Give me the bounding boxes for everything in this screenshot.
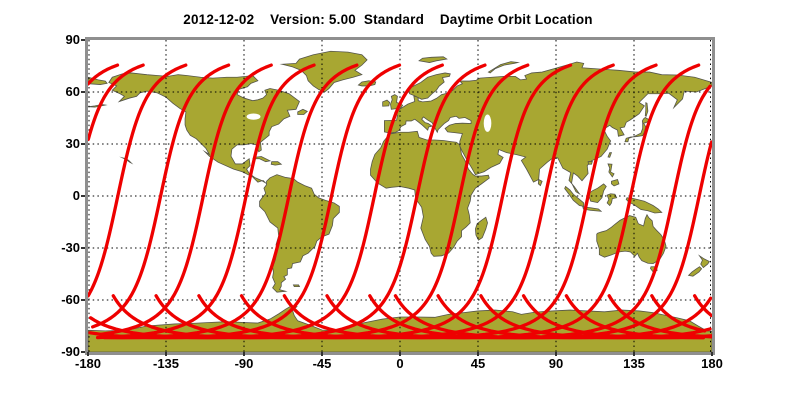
- y-tick-mark: [81, 247, 85, 249]
- y-tick-label: 0: [72, 188, 80, 203]
- x-tick-mark: [633, 352, 635, 356]
- x-tick-label: 135: [623, 356, 645, 371]
- x-tick-mark: [165, 352, 167, 356]
- x-tick-mark: [243, 352, 245, 356]
- x-tick-label: -135: [152, 356, 180, 371]
- y-tick-mark: [81, 91, 85, 93]
- x-tick-label: 0: [396, 356, 404, 371]
- y-tick-label: -90: [61, 344, 80, 359]
- y-tick-label: -30: [61, 240, 80, 255]
- x-tick-mark: [321, 352, 323, 356]
- y-tick-mark: [81, 299, 85, 301]
- y-tick-label: -60: [61, 292, 80, 307]
- x-tick-label: 90: [548, 356, 564, 371]
- x-tick-mark: [711, 352, 713, 356]
- y-tick-mark: [81, 351, 85, 353]
- page-title: 2012-12-02 Version: 5.00 Standard Daytim…: [183, 12, 593, 27]
- y-tick-label: 90: [65, 32, 80, 47]
- x-tick-mark: [555, 352, 557, 356]
- x-tick-mark: [399, 352, 401, 356]
- x-tick-mark: [477, 352, 479, 356]
- plot-area: [85, 37, 715, 355]
- x-tick-label: -45: [312, 356, 332, 371]
- y-tick-label: 60: [65, 84, 80, 99]
- y-tick-mark: [81, 39, 85, 41]
- y-tick-mark: [81, 143, 85, 145]
- x-tick-label: 180: [701, 356, 723, 371]
- x-tick-mark: [87, 352, 89, 356]
- x-tick-label: -90: [234, 356, 254, 371]
- x-tick-label: 45: [470, 356, 486, 371]
- y-tick-label: 30: [65, 136, 80, 151]
- x-tick-label: -180: [74, 356, 102, 371]
- y-tick-mark: [81, 195, 85, 197]
- orbit-map-canvas: [88, 40, 712, 352]
